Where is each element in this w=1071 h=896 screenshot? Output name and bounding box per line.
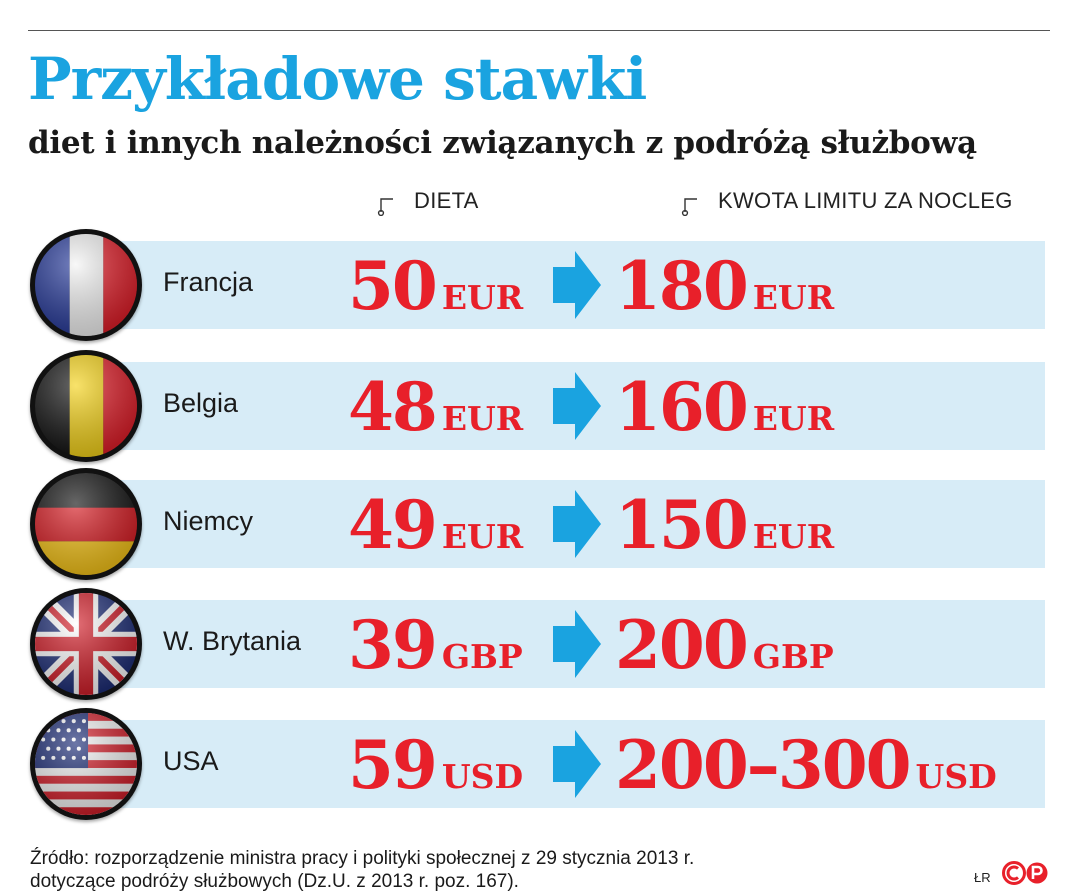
- rate-row-francja: Francja 50 EUR 180 EUR: [0, 229, 1071, 341]
- dieta-value: 48: [348, 368, 438, 446]
- dieta-amount: 39 GBP: [348, 612, 523, 678]
- dieta-currency: GBP: [441, 637, 523, 676]
- arrow-right-icon: [553, 730, 601, 798]
- country-name: Belgia: [163, 388, 239, 418]
- uk-flag-icon: [30, 588, 142, 700]
- source-note-line-2: dotyczące podróży służbowych (Dz.U. z 20…: [30, 871, 519, 892]
- dieta-value: 49: [348, 486, 438, 564]
- source-note-line-1: Źródło: rozporządzenie ministra pracy i …: [30, 848, 695, 869]
- limit-currency: USD: [915, 757, 997, 796]
- dieta-value: 39: [348, 606, 438, 684]
- belgium-flag-icon: [30, 350, 142, 462]
- dieta-amount: 49 EUR: [348, 492, 523, 558]
- limit-amount: 180 EUR: [615, 253, 834, 319]
- limit-value: 200–300: [615, 726, 912, 804]
- country-name: USA: [163, 746, 219, 776]
- limit-amount: 200 GBP: [615, 612, 834, 678]
- dieta-currency: EUR: [441, 517, 524, 556]
- country-name: Francja: [163, 267, 254, 297]
- rate-row-w-brytania: W. Brytania 39 GBP 200 GBP: [0, 588, 1071, 700]
- limit-currency: EUR: [752, 517, 835, 556]
- dieta-amount: 59 USD: [348, 732, 523, 798]
- page-subtitle: diet i innych należności związanych z po…: [28, 125, 977, 161]
- top-rule: [28, 30, 1050, 31]
- country-name: W. Brytania: [163, 626, 302, 656]
- rate-row-usa: USA 59 USD 200–300 USD: [0, 708, 1071, 820]
- pointer-tick-icon: [377, 198, 393, 216]
- column-header-limit: KWOTA LIMITU ZA NOCLEG: [681, 188, 1013, 216]
- limit-amount: 200–300 USD: [615, 732, 997, 798]
- arrow-right-icon: [553, 251, 601, 319]
- dieta-value: 50: [348, 247, 438, 325]
- column-header-dieta: DIETA: [377, 188, 479, 216]
- page-title: Przykładowe stawki: [28, 45, 647, 113]
- usa-flag-icon: [30, 708, 142, 820]
- limit-amount: 160 EUR: [615, 374, 834, 440]
- pointer-tick-icon: [681, 198, 697, 216]
- dieta-amount: 50 EUR: [348, 253, 523, 319]
- copyright-publisher-logo-icon: [1002, 861, 1048, 885]
- column-header-limit-label: KWOTA LIMITU ZA NOCLEG: [718, 188, 1013, 213]
- limit-value: 200: [615, 606, 749, 684]
- arrow-right-icon: [553, 610, 601, 678]
- country-name: Niemcy: [163, 506, 254, 536]
- arrow-right-icon: [553, 372, 601, 440]
- limit-value: 180: [615, 247, 749, 325]
- limit-currency: EUR: [752, 278, 835, 317]
- dieta-currency: EUR: [441, 399, 524, 438]
- dieta-currency: USD: [441, 757, 524, 796]
- france-flag-icon: [30, 229, 142, 341]
- limit-amount: 150 EUR: [615, 492, 834, 558]
- rate-row-belgia: Belgia 48 EUR 160 EUR: [0, 350, 1071, 462]
- limit-value: 150: [615, 486, 749, 564]
- column-header-dieta-label: DIETA: [414, 188, 479, 213]
- dieta-currency: EUR: [441, 278, 524, 317]
- arrow-right-icon: [553, 490, 601, 558]
- limit-currency: GBP: [752, 637, 834, 676]
- rate-row-niemcy: Niemcy 49 EUR 150 EUR: [0, 468, 1071, 580]
- source-note: Źródło: rozporządzenie ministra pracy i …: [30, 847, 694, 893]
- germany-flag-icon: [30, 468, 142, 580]
- dieta-value: 59: [348, 726, 438, 804]
- dieta-amount: 48 EUR: [348, 374, 523, 440]
- author-initials: ŁR: [974, 870, 991, 885]
- limit-value: 160: [615, 368, 749, 446]
- limit-currency: EUR: [752, 399, 835, 438]
